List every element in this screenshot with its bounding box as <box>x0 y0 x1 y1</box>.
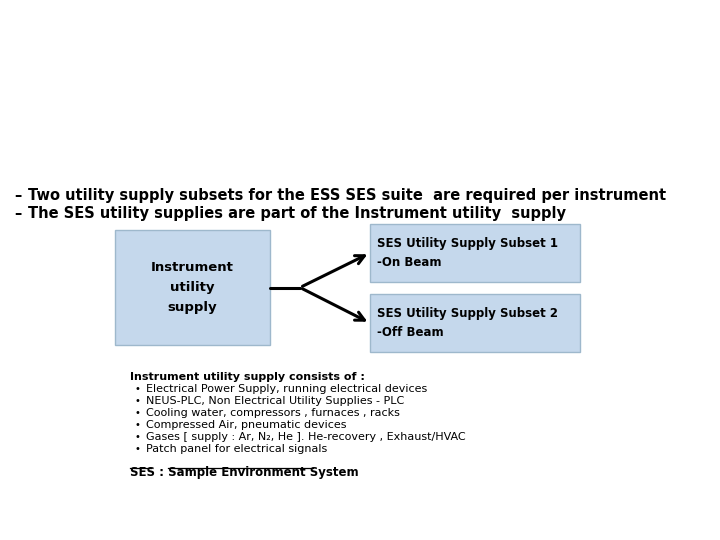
Polygon shape <box>600 75 689 96</box>
Text: •: • <box>135 432 141 442</box>
Text: Compressed Air, pneumatic devices: Compressed Air, pneumatic devices <box>146 420 346 430</box>
Text: ess: ess <box>631 70 657 84</box>
Text: Electrical Power Supply, running electrical devices: Electrical Power Supply, running electri… <box>146 384 427 394</box>
Text: EUROPEAN
SPALLATION
SOURCE: EUROPEAN SPALLATION SOURCE <box>702 63 720 80</box>
Text: –: – <box>14 188 22 203</box>
Text: SES : Sample Environment System: SES : Sample Environment System <box>130 466 359 479</box>
FancyBboxPatch shape <box>370 294 580 352</box>
Text: –: – <box>14 206 22 221</box>
Text: SES Utility Supply Subset 2
-Off Beam: SES Utility Supply Subset 2 -Off Beam <box>377 307 558 339</box>
Text: The SES utility supplies are part of the Instrument utility  supply: The SES utility supplies are part of the… <box>28 206 566 221</box>
Text: Gases [ supply : Ar, N₂, He ]. He-recovery , Exhaust/HVAC: Gases [ supply : Ar, N₂, He ]. He-recove… <box>146 432 466 442</box>
Text: Cooling water, compressors , furnaces , racks: Cooling water, compressors , furnaces , … <box>146 408 400 418</box>
Text: •: • <box>135 420 141 430</box>
Text: NEUS-PLC, Non Electrical Utility Supplies - PLC: NEUS-PLC, Non Electrical Utility Supplie… <box>146 396 404 406</box>
Text: Instrument
utility
supply: Instrument utility supply <box>151 261 234 314</box>
Text: demands: demands <box>242 115 392 143</box>
Text: Instrument utility supply consists of :: Instrument utility supply consists of : <box>130 372 365 382</box>
Text: Two utility supply subsets for the ESS SES suite  are required per instrument: Two utility supply subsets for the ESS S… <box>28 188 666 203</box>
Text: Sample environment utility supply: Sample environment utility supply <box>32 40 601 69</box>
Text: •: • <box>135 384 141 394</box>
Text: Patch panel for electrical signals: Patch panel for electrical signals <box>146 444 328 454</box>
Text: •: • <box>135 408 141 418</box>
Text: •: • <box>135 396 141 406</box>
FancyBboxPatch shape <box>370 224 580 282</box>
FancyBboxPatch shape <box>115 230 270 345</box>
Text: •: • <box>135 444 141 454</box>
Text: SES Utility Supply Subset 1
-On Beam: SES Utility Supply Subset 1 -On Beam <box>377 237 558 269</box>
